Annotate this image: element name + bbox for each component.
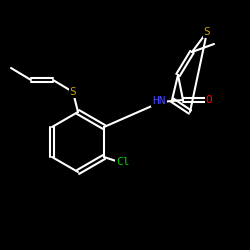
Text: S: S	[70, 87, 76, 97]
Text: HN: HN	[152, 96, 166, 106]
Text: O: O	[206, 95, 212, 105]
Text: S: S	[204, 27, 210, 37]
Text: Cl: Cl	[116, 157, 130, 167]
